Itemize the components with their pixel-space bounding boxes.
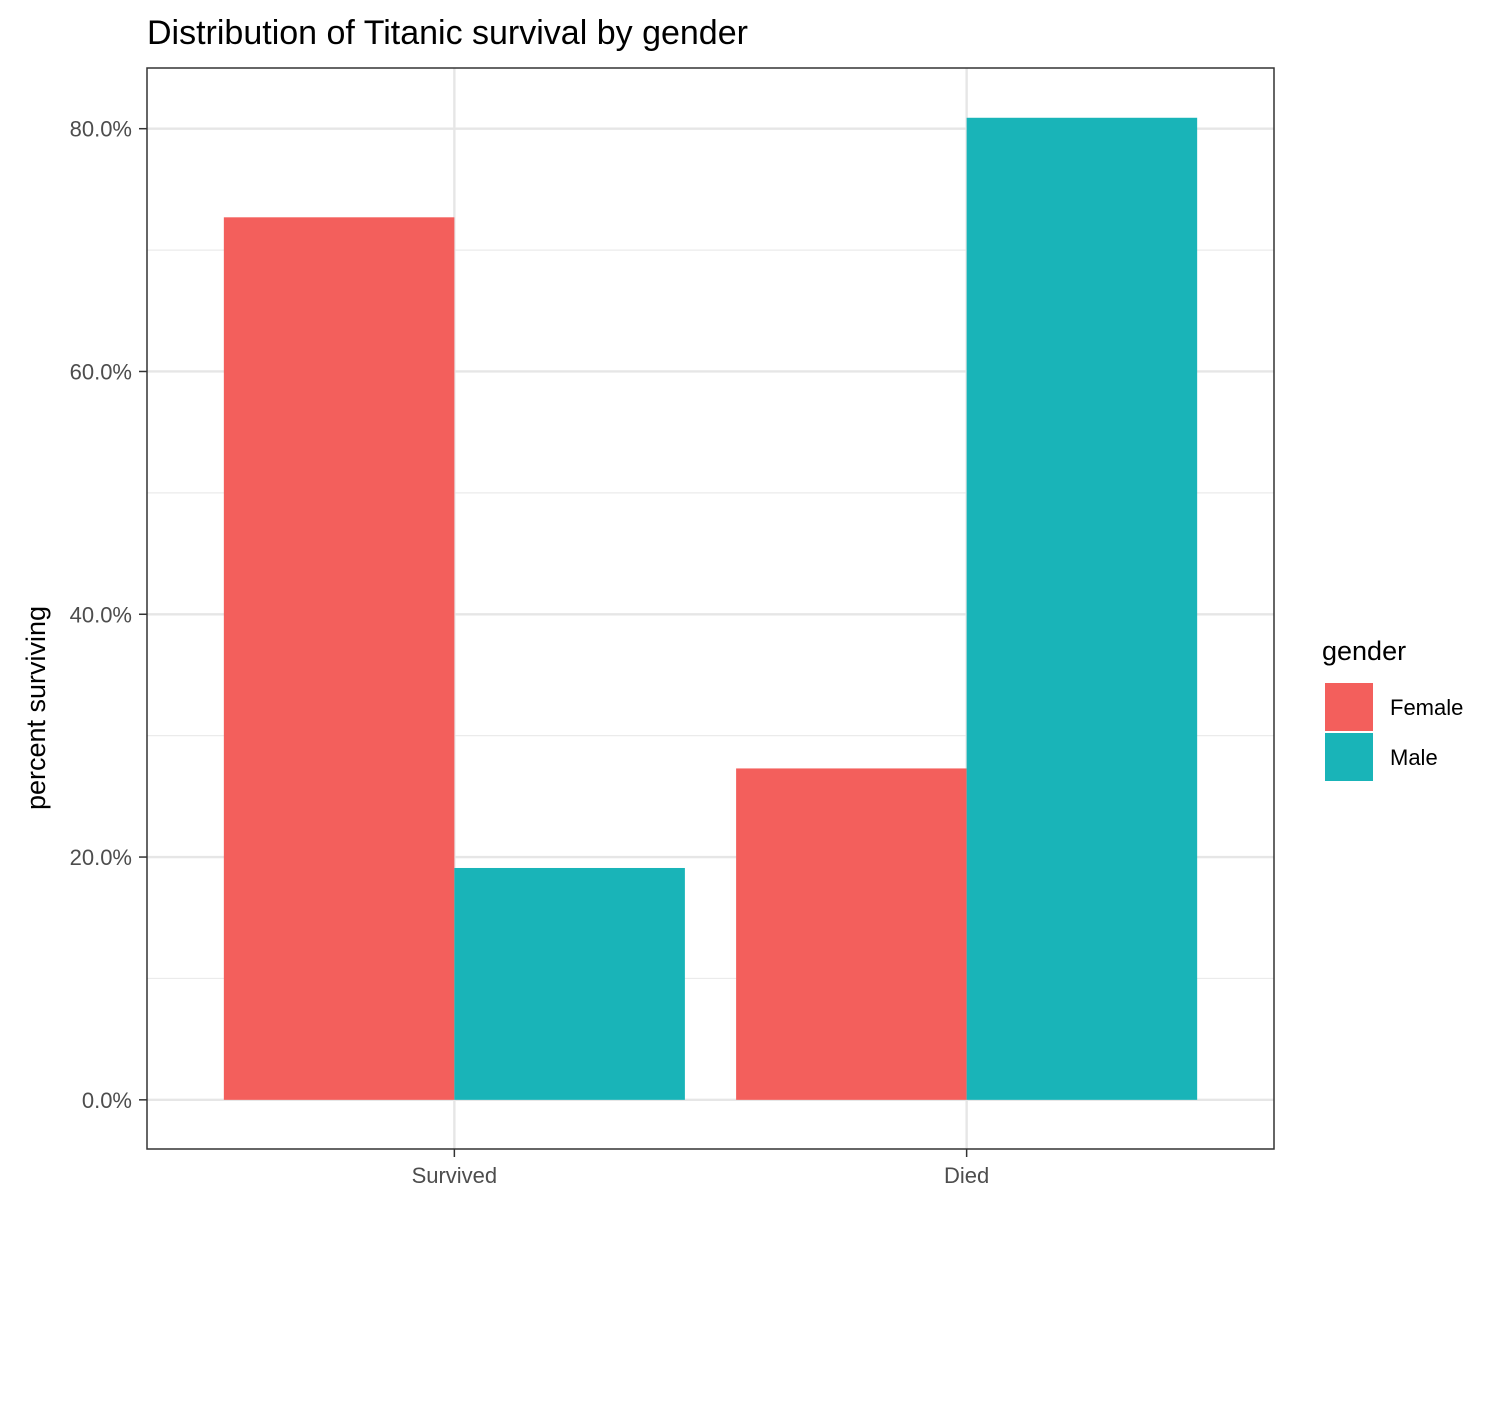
legend-key-male: [1325, 733, 1373, 781]
y-axis: 0.0% 20.0% 40.0% 60.0% 80.0%: [70, 117, 147, 1113]
plot-panel-border: [146, 67, 1275, 1150]
bar-female-died: [736, 768, 967, 1100]
y-tick-label: 80.0%: [70, 117, 132, 142]
y-tick-label: 40.0%: [70, 602, 132, 627]
x-tick-label: Survived: [412, 1163, 498, 1188]
bar-male-survived: [454, 867, 685, 1100]
legend-label-male: Male: [1390, 745, 1438, 770]
bar-female-survived: [223, 217, 455, 1100]
y-tick-label: 0.0%: [82, 1088, 132, 1113]
chart-title: Distribution of Titanic survival by gend…: [147, 14, 748, 52]
bars: [223, 117, 1198, 1100]
legend-label-female: Female: [1390, 695, 1463, 720]
y-tick-label: 60.0%: [70, 359, 132, 384]
legend-title: gender: [1322, 636, 1406, 666]
legend-key-female: [1325, 683, 1373, 731]
x-tick-label: Died: [944, 1163, 989, 1188]
bar-male-died: [966, 117, 1198, 1100]
y-axis-title: percent surviving: [21, 606, 51, 810]
legend: gender Female Male: [1322, 636, 1463, 781]
y-tick-label: 20.0%: [70, 845, 132, 870]
x-axis: Survived Died: [412, 1149, 989, 1188]
